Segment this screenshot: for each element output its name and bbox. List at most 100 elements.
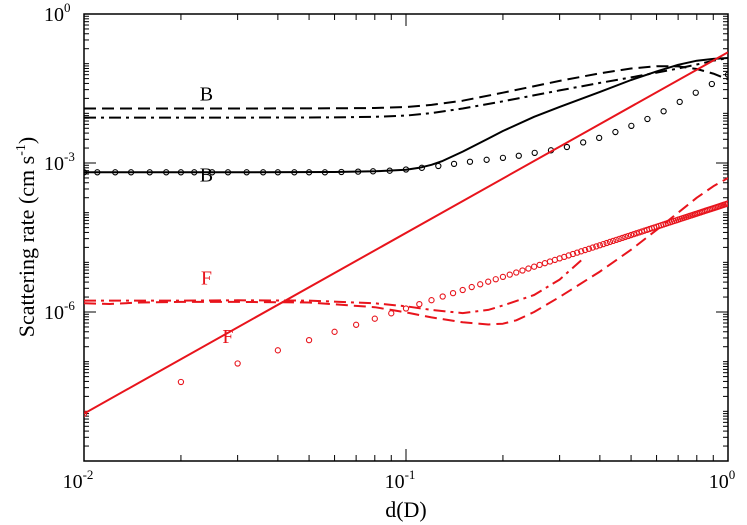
data-point — [596, 242, 604, 249]
data-point — [208, 169, 216, 176]
data-point — [606, 238, 614, 246]
data-point — [573, 249, 581, 256]
data-point — [146, 169, 153, 176]
annotation-label: F — [222, 326, 233, 348]
data-point — [321, 169, 329, 176]
black-dashed-line — [84, 65, 728, 110]
data-point — [305, 336, 313, 344]
annotation-label: B — [200, 165, 213, 187]
data-point — [603, 239, 610, 247]
data-point — [485, 278, 492, 285]
data-point — [506, 271, 513, 278]
data-point — [610, 237, 617, 245]
data-point — [274, 347, 282, 354]
data-point — [459, 286, 466, 294]
data-point — [644, 115, 651, 123]
data-point — [177, 378, 185, 386]
data-point — [531, 149, 538, 157]
y-tick-label: 10-6 — [44, 298, 75, 324]
data-point — [402, 166, 410, 173]
y-axis-label: Scattering rate (cm s-1) — [14, 137, 39, 337]
y-axis-label-exp: -1 — [14, 144, 29, 156]
data-point — [386, 167, 393, 174]
annotation-label: B — [200, 84, 213, 106]
data-point — [585, 245, 593, 252]
data-point — [724, 200, 728, 207]
data-point — [628, 122, 635, 129]
data-point — [616, 235, 623, 243]
data-point — [416, 301, 423, 308]
data-point — [439, 293, 446, 300]
x-tick-label: 10-2 — [63, 467, 94, 493]
data-point — [466, 158, 474, 165]
red-solid-line — [84, 51, 728, 415]
data-point — [428, 297, 435, 304]
data-point — [600, 240, 607, 248]
x-tick-label: 100 — [709, 467, 736, 493]
data-point — [563, 143, 571, 151]
data-point — [492, 276, 499, 283]
x-axis-label: d(D) — [385, 497, 427, 522]
data-point — [676, 98, 683, 106]
y-axis-label-close: ) — [14, 137, 39, 144]
data-point — [84, 410, 88, 417]
data-point — [94, 169, 101, 176]
data-point — [569, 250, 577, 258]
data-point — [625, 232, 632, 240]
data-point — [388, 310, 395, 317]
data-point — [369, 168, 377, 175]
data-point — [127, 169, 135, 176]
data-point — [692, 89, 699, 96]
data-point — [513, 269, 520, 276]
data-point — [291, 169, 298, 176]
data-point — [354, 168, 362, 175]
y-axis-label-base: Scattering rate (cm s — [14, 156, 39, 337]
y-tick-label: 10-3 — [44, 149, 75, 175]
data-point — [371, 315, 378, 322]
data-point — [305, 169, 313, 176]
data-point — [541, 260, 549, 267]
data-point — [112, 169, 119, 176]
data-point — [633, 230, 640, 237]
data-point — [331, 328, 338, 335]
data-point — [630, 230, 637, 238]
tick-labels: 10-2 10-1 100 10-6 10-3 100 — [44, 0, 735, 493]
data-point — [84, 169, 88, 176]
data-point — [580, 139, 587, 146]
red-dashed-line — [84, 177, 728, 326]
annotations: B B F F — [200, 84, 234, 348]
red-circles — [84, 200, 728, 417]
data-point — [418, 164, 425, 171]
data-point — [525, 265, 532, 272]
data-point — [578, 248, 585, 255]
data-point — [402, 305, 410, 312]
black-circles — [84, 71, 728, 176]
data-point — [191, 169, 198, 176]
black-dashdot-line — [84, 57, 728, 119]
red-dashdot-line — [84, 259, 582, 315]
data-point — [499, 273, 507, 281]
data-point — [612, 128, 619, 136]
data-point — [724, 71, 728, 78]
data-point — [589, 244, 596, 251]
data-point — [468, 283, 475, 291]
black-solid-line — [84, 57, 728, 174]
data-point — [536, 261, 543, 269]
data-point — [259, 169, 267, 176]
data-point — [352, 321, 360, 328]
data-point — [234, 360, 241, 367]
data-point — [613, 236, 620, 244]
data-point — [596, 134, 603, 142]
data-point — [593, 243, 600, 250]
data-point — [435, 162, 442, 170]
data-point — [177, 169, 185, 176]
data-point — [499, 154, 507, 161]
data-point — [483, 156, 490, 163]
y-tick-label: 100 — [44, 0, 71, 26]
x-tick-label: 10-1 — [385, 467, 416, 493]
data-point — [338, 168, 345, 176]
data-point — [622, 233, 629, 241]
data-point — [530, 263, 538, 270]
data-point — [450, 160, 458, 168]
